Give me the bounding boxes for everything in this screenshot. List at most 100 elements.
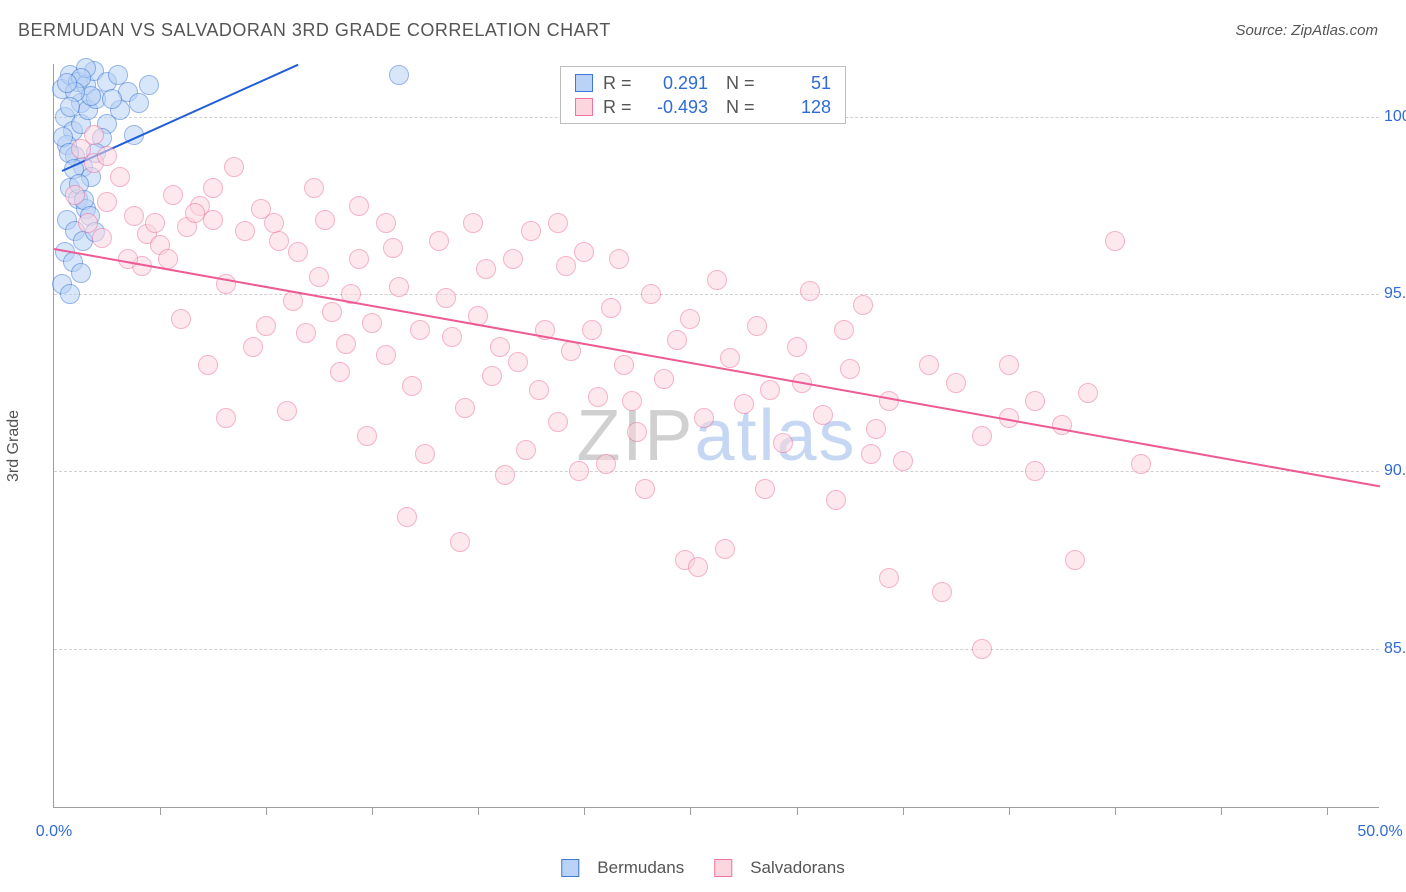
data-point (627, 422, 647, 442)
data-point (60, 284, 80, 304)
data-point (256, 316, 276, 336)
r-value: 0.291 (643, 73, 708, 94)
legend-swatch (575, 74, 593, 92)
n-label: N = (726, 97, 766, 118)
data-point (108, 65, 128, 85)
legend-item: Bermudans (561, 858, 684, 878)
gridline (54, 471, 1379, 472)
data-point (203, 178, 223, 198)
gridline (54, 649, 1379, 650)
legend-swatch (575, 98, 593, 116)
data-point (296, 323, 316, 343)
data-point (641, 284, 661, 304)
data-point (516, 440, 536, 460)
data-point (773, 433, 793, 453)
data-point (124, 206, 144, 226)
data-point (139, 75, 159, 95)
data-point (288, 242, 308, 262)
data-point (734, 394, 754, 414)
data-point (402, 376, 422, 396)
x-tick (266, 807, 267, 815)
data-point (349, 196, 369, 216)
data-point (283, 291, 303, 311)
legend-swatch (714, 859, 732, 877)
data-point (429, 231, 449, 251)
y-axis-label: 3rd Grade (5, 410, 23, 482)
data-point (97, 192, 117, 212)
data-point (529, 380, 549, 400)
data-point (415, 444, 435, 464)
data-point (71, 263, 91, 283)
data-point (185, 203, 205, 223)
data-point (548, 213, 568, 233)
data-point (826, 490, 846, 510)
data-point (57, 73, 77, 93)
data-point (972, 639, 992, 659)
data-point (102, 89, 122, 109)
data-point (97, 146, 117, 166)
data-point (800, 281, 820, 301)
x-tick (1221, 807, 1222, 815)
data-point (635, 479, 655, 499)
x-tick (584, 807, 585, 815)
data-point (760, 380, 780, 400)
data-point (556, 256, 576, 276)
data-point (455, 398, 475, 418)
data-point (171, 309, 191, 329)
gridline (54, 294, 1379, 295)
data-point (410, 320, 430, 340)
x-tick (690, 807, 691, 815)
data-point (1052, 415, 1072, 435)
legend-swatch (561, 859, 579, 877)
data-point (747, 316, 767, 336)
data-point (1025, 461, 1045, 481)
data-point (946, 373, 966, 393)
data-point (694, 408, 714, 428)
y-tick-label: 90.0% (1384, 462, 1406, 480)
data-point (569, 461, 589, 481)
data-point (349, 249, 369, 269)
data-point (715, 539, 735, 559)
data-point (601, 298, 621, 318)
data-point (1025, 391, 1045, 411)
data-point (548, 412, 568, 432)
data-point (436, 288, 456, 308)
x-tick-label: 0.0% (36, 823, 72, 841)
watermark: ZIPatlas (576, 395, 856, 477)
x-tick (1115, 807, 1116, 815)
data-point (269, 231, 289, 251)
data-point (60, 97, 80, 117)
data-point (879, 568, 899, 588)
data-point (264, 213, 284, 233)
data-point (1078, 383, 1098, 403)
legend-row: R =0.291N =51 (561, 71, 845, 95)
data-point (336, 334, 356, 354)
data-point (389, 277, 409, 297)
data-point (476, 259, 496, 279)
data-point (521, 221, 541, 241)
correlation-legend: R =0.291N =51R =-0.493N =128 (560, 66, 846, 124)
data-point (688, 557, 708, 577)
data-point (654, 369, 674, 389)
data-point (376, 345, 396, 365)
data-point (840, 359, 860, 379)
data-point (596, 454, 616, 474)
legend-label: Salvadorans (750, 858, 845, 878)
data-point (442, 327, 462, 347)
x-tick (372, 807, 373, 815)
data-point (919, 355, 939, 375)
legend-row: R =-0.493N =128 (561, 95, 845, 119)
r-label: R = (603, 73, 643, 94)
data-point (118, 249, 138, 269)
data-point (582, 320, 602, 340)
data-point (588, 387, 608, 407)
data-point (853, 295, 873, 315)
data-point (1131, 454, 1151, 474)
data-point (397, 507, 417, 527)
data-point (893, 451, 913, 471)
data-point (224, 157, 244, 177)
data-point (463, 213, 483, 233)
data-point (216, 408, 236, 428)
data-point (861, 444, 881, 464)
data-point (609, 249, 629, 269)
